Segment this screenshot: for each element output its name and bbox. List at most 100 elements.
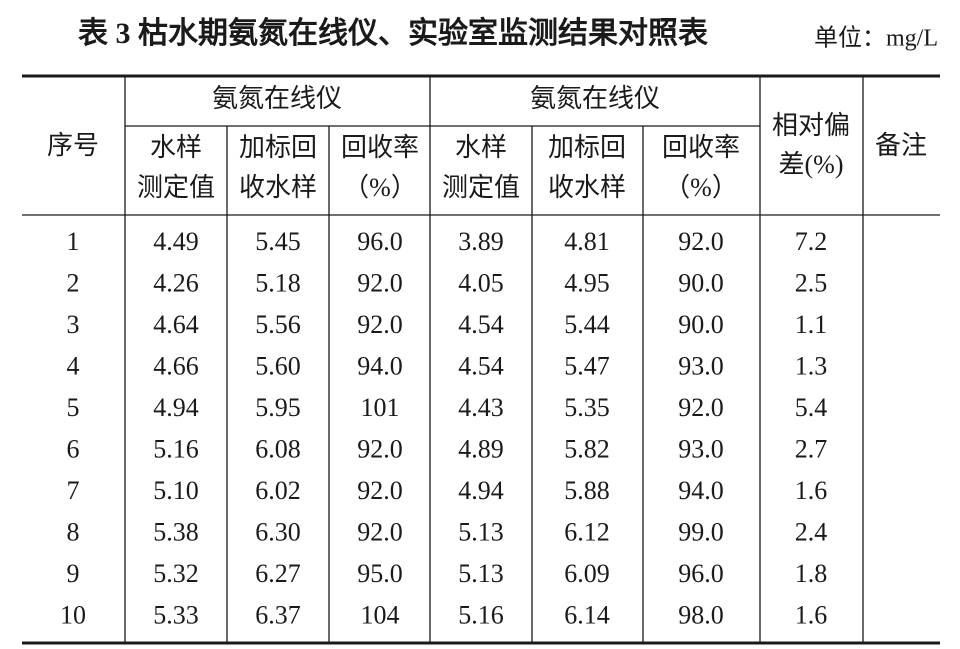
table-cell: 5.16 — [458, 600, 504, 629]
group-header: 氨氮在线仪 — [212, 84, 342, 113]
table-cell: 6.02 — [255, 476, 301, 505]
table-cell: 3 — [67, 310, 80, 339]
table-cell: 4.49 — [153, 227, 199, 256]
table-cell: 5.4 — [795, 393, 828, 422]
table-cell: 96.0 — [357, 227, 403, 256]
unit-label: 单位：mg/L — [814, 25, 938, 52]
table-cell: 92.0 — [357, 434, 403, 463]
table-cell: 4.95 — [564, 268, 610, 297]
table-cell: 5.56 — [255, 310, 301, 339]
table-cell: 5.95 — [255, 393, 301, 422]
index-header: 序号 — [47, 131, 99, 160]
table-cell: 2 — [67, 268, 80, 297]
table-cell: 90.0 — [678, 310, 724, 339]
table-cell: 6.12 — [564, 517, 610, 546]
table-cell: 4.64 — [153, 310, 199, 339]
table-cell: 4.66 — [153, 351, 199, 380]
table-cell: 92.0 — [357, 268, 403, 297]
sub-header: 回收率 — [662, 133, 740, 162]
sub-header: 测定值 — [137, 173, 215, 202]
sub-header: （%） — [343, 173, 417, 202]
table-cell: 92.0 — [357, 517, 403, 546]
sub-header: （%） — [664, 173, 738, 202]
table-cell: 5.45 — [255, 227, 301, 256]
table-cell: 96.0 — [678, 559, 724, 588]
table-cell: 4 — [67, 351, 80, 380]
sub-header: 收水样 — [239, 173, 317, 202]
table-cell: 10 — [60, 600, 86, 629]
table-cell: 1.1 — [795, 310, 828, 339]
table-cell: 5.44 — [564, 310, 610, 339]
table-cell: 4.05 — [458, 268, 504, 297]
table-cell: 5.13 — [458, 559, 504, 588]
deviation-header: 相对偏 — [772, 111, 850, 140]
sub-header: 水样 — [150, 133, 202, 162]
table-cell: 1.6 — [795, 476, 828, 505]
table-cell: 92.0 — [678, 393, 724, 422]
table-cell: 6 — [67, 434, 80, 463]
table-cell: 5.35 — [564, 393, 610, 422]
table-cell: 4.81 — [564, 227, 610, 256]
table-cell: 92.0 — [357, 310, 403, 339]
table-cell: 94.0 — [678, 476, 724, 505]
table-cell: 4.94 — [458, 476, 504, 505]
table-cell: 7 — [67, 476, 80, 505]
table-cell: 9 — [67, 559, 80, 588]
table-cell: 1.3 — [795, 351, 828, 380]
table-cell: 4.54 — [458, 351, 504, 380]
table-cell: 5.88 — [564, 476, 610, 505]
table-cell: 5.10 — [153, 476, 199, 505]
table-cell: 6.30 — [255, 517, 301, 546]
table-cell: 5.60 — [255, 351, 301, 380]
table-cell: 5.82 — [564, 434, 610, 463]
table-cell: 5.32 — [153, 559, 199, 588]
table-cell: 2.5 — [795, 268, 828, 297]
table-cell: 94.0 — [357, 351, 403, 380]
table-cell: 6.27 — [255, 559, 301, 588]
table-cell: 104 — [361, 600, 400, 629]
table-cell: 92.0 — [678, 227, 724, 256]
table-cell: 1 — [67, 227, 80, 256]
table-cell: 6.37 — [255, 600, 301, 629]
table-cell: 5.18 — [255, 268, 301, 297]
table-cell: 4.94 — [153, 393, 199, 422]
sub-header: 收水样 — [548, 173, 626, 202]
table-cell: 1.8 — [795, 559, 828, 588]
table-cell: 5.16 — [153, 434, 199, 463]
table-cell: 2.4 — [795, 517, 828, 546]
remarks-header: 备注 — [875, 131, 927, 160]
table-cell: 5.13 — [458, 517, 504, 546]
table-cell: 95.0 — [357, 559, 403, 588]
table-title: 表 3 枯水期氨氮在线仪、实验室监测结果对照表 — [78, 16, 708, 50]
group-header: 氨氮在线仪 — [530, 84, 660, 113]
table-cell: 1.6 — [795, 600, 828, 629]
table-cell: 3.89 — [458, 227, 504, 256]
table-cell: 6.14 — [564, 600, 610, 629]
table-cell: 4.43 — [458, 393, 504, 422]
table-cell: 4.89 — [458, 434, 504, 463]
table-cell: 7.2 — [795, 227, 828, 256]
table-cell: 6.08 — [255, 434, 301, 463]
table-cell: 2.7 — [795, 434, 828, 463]
table-cell: 4.26 — [153, 268, 199, 297]
sub-header: 加标回 — [548, 133, 626, 162]
deviation-header: 差(%) — [779, 150, 844, 179]
table-cell: 93.0 — [678, 351, 724, 380]
table-cell: 5.47 — [564, 351, 610, 380]
sub-header: 测定值 — [442, 173, 520, 202]
sub-header: 水样 — [455, 133, 507, 162]
sub-header: 回收率 — [341, 133, 419, 162]
table-cell: 5.33 — [153, 600, 199, 629]
table-cell: 5 — [67, 393, 80, 422]
table-cell: 8 — [67, 517, 80, 546]
sub-header: 加标回 — [239, 133, 317, 162]
table-cell: 93.0 — [678, 434, 724, 463]
table-cell: 6.09 — [564, 559, 610, 588]
table-cell: 101 — [361, 393, 400, 422]
table-cell: 92.0 — [357, 476, 403, 505]
table-cell: 90.0 — [678, 268, 724, 297]
table-cell: 4.54 — [458, 310, 504, 339]
table-cell: 5.38 — [153, 517, 199, 546]
table-cell: 99.0 — [678, 517, 724, 546]
